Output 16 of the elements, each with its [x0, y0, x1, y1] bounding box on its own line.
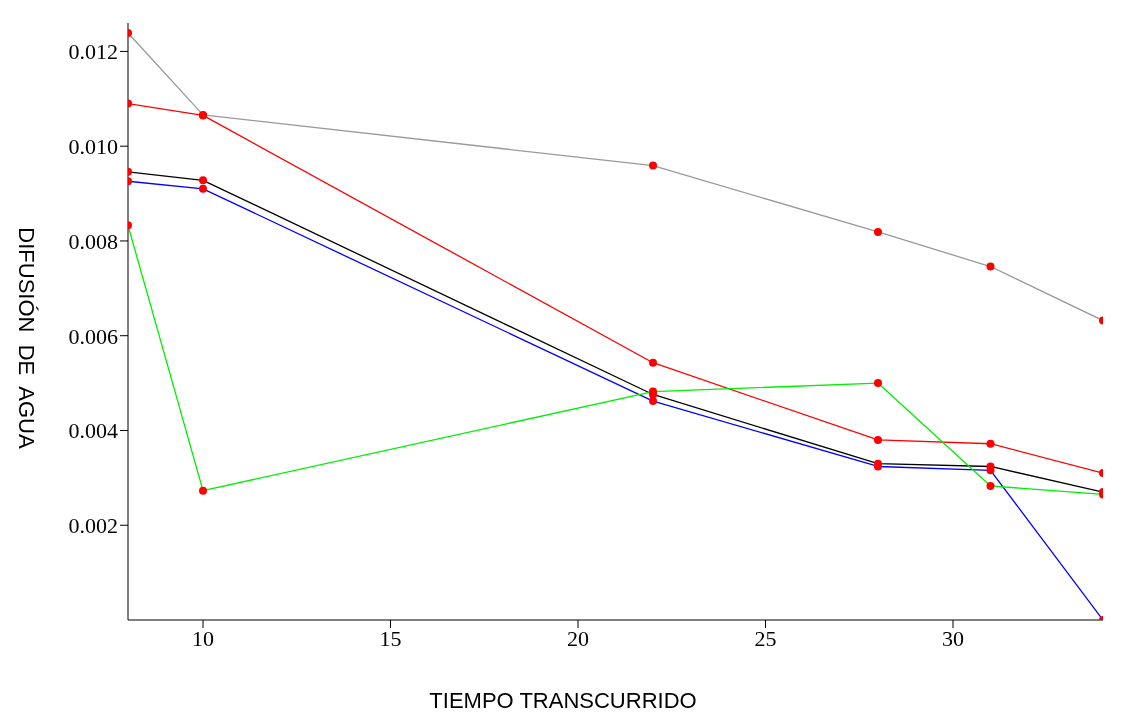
x-tick-label: 20	[567, 625, 589, 651]
x-tick-label: 30	[942, 625, 964, 651]
x-tick-label: 15	[379, 625, 402, 651]
point	[649, 358, 657, 367]
point	[986, 439, 995, 448]
point	[874, 435, 882, 444]
x-tick-label: 10	[192, 625, 214, 651]
y-tick-label: 0.002	[68, 513, 118, 539]
x-axis-title: TIEMPO TRANSCURRIDO	[428, 688, 698, 714]
x-tick-label: 25	[754, 625, 777, 651]
y-tick-label: 0.008	[68, 228, 118, 254]
y-tick-label: 0.012	[68, 39, 118, 65]
y-tick-label: 0.006	[68, 323, 118, 349]
y-axis-title: DIFUSIÓN DE AGUA	[13, 227, 39, 449]
y-tick-label: 0.010	[68, 134, 118, 159]
y-tick-label: 0.004	[68, 418, 118, 444]
